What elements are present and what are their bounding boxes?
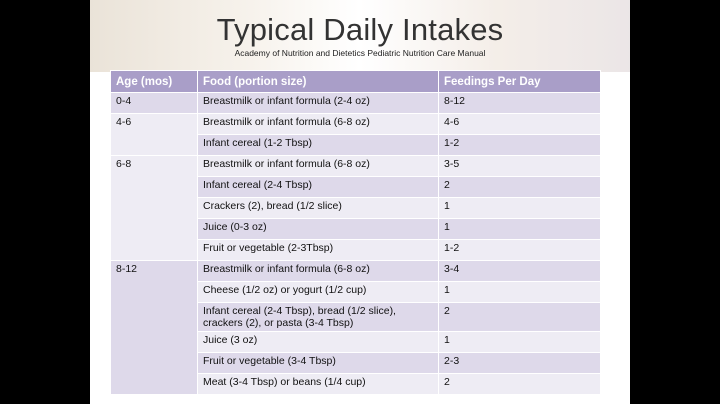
food-cell: Meat (3-4 Tbsp) or beans (1/4 cup) — [197, 373, 439, 395]
table-row: Fruit or vegetable (3-4 Tbsp) 2-3 — [111, 352, 601, 374]
feedings-cell: 3-5 — [438, 155, 601, 177]
feedings-cell: 2 — [438, 302, 601, 332]
header-food: Food (portion size) — [197, 70, 439, 93]
table-row: Infant cereal (1-2 Tbsp) 1-2 — [111, 134, 601, 156]
table-row: 0-4 Breastmilk or infant formula (2-4 oz)… — [110, 92, 601, 114]
food-cell: Juice (0-3 oz) — [197, 218, 439, 240]
age-cell: 6-8 — [110, 155, 198, 261]
feedings-cell: 2-3 — [438, 352, 601, 374]
food-cell: Breastmilk or infant formula (6-8 oz) — [197, 260, 439, 282]
age-cell: 0-4 — [110, 92, 198, 114]
table-row: Infant cereal (2-4 Tbsp), bread (1/2 sli… — [111, 302, 601, 332]
age-cell: 8-12 — [110, 260, 198, 395]
food-cell: Juice (3 oz) — [197, 331, 439, 353]
table-row: Juice (3 oz) 1 — [111, 331, 601, 353]
table-row: Fruit or vegetable (2-3Tbsp) 1-2 — [111, 239, 601, 261]
feedings-cell: 3-4 — [438, 260, 601, 282]
header-age: Age (mos) — [110, 70, 198, 93]
feedings-cell: 1 — [438, 281, 601, 303]
table-body: 0-4 Breastmilk or infant formula (2-4 oz)… — [110, 92, 601, 395]
table-row: Cheese (1/2 oz) or yogurt (1/2 cup) 1 — [111, 281, 601, 303]
slide-subtitle: Academy of Nutrition and Dietetics Pedia… — [234, 48, 486, 58]
food-cell: Breastmilk or infant formula (6-8 oz) — [197, 113, 439, 135]
feedings-cell: 1-2 — [438, 239, 601, 261]
table-row: 8-12 Breastmilk or infant formula (6-8 oz… — [110, 260, 601, 395]
table-row: Crackers (2), bread (1/2 slice) 1 — [111, 197, 601, 219]
table-row: 4-6 Breastmilk or infant formula (6-8 oz)… — [110, 113, 601, 156]
table-header-row: Age (mos) Food (portion size) Feedings P… — [110, 70, 601, 93]
age-cell: 4-6 — [110, 113, 198, 156]
feedings-cell: 2 — [438, 176, 601, 198]
slide-title: Typical Daily Intakes — [216, 12, 504, 47]
feedings-cell: 4-6 — [438, 113, 601, 135]
presentation-slide: Typical Daily Intakes Academy of Nutriti… — [90, 0, 630, 404]
header-feedings: Feedings Per Day — [438, 70, 601, 93]
daily-intakes-table: Age (mos) Food (portion size) Feedings P… — [110, 70, 601, 395]
food-cell: Fruit or vegetable (2-3Tbsp) — [197, 239, 439, 261]
food-cell: Crackers (2), bread (1/2 slice) — [197, 197, 439, 219]
table-row: Meat (3-4 Tbsp) or beans (1/4 cup) 2 — [111, 373, 601, 395]
food-cell: Infant cereal (2-4 Tbsp), bread (1/2 sli… — [197, 302, 439, 332]
feedings-cell: 1 — [438, 331, 601, 353]
food-cell: Breastmilk or infant formula (2-4 oz) — [197, 92, 439, 114]
food-cell: Infant cereal (2-4 Tbsp) — [197, 176, 439, 198]
feedings-cell: 1-2 — [438, 134, 601, 156]
feedings-cell: 1 — [438, 197, 601, 219]
food-cell: Infant cereal (1-2 Tbsp) — [197, 134, 439, 156]
table-row: 6-8 Breastmilk or infant formula (6-8 oz)… — [110, 155, 601, 261]
header-background-image — [90, 0, 630, 72]
feedings-cell: 1 — [438, 218, 601, 240]
food-cell: Fruit or vegetable (3-4 Tbsp) — [197, 352, 439, 374]
feedings-cell: 8-12 — [438, 92, 601, 114]
food-cell: Cheese (1/2 oz) or yogurt (1/2 cup) — [197, 281, 439, 303]
food-cell: Breastmilk or infant formula (6-8 oz) — [197, 155, 439, 177]
feedings-cell: 2 — [438, 373, 601, 395]
